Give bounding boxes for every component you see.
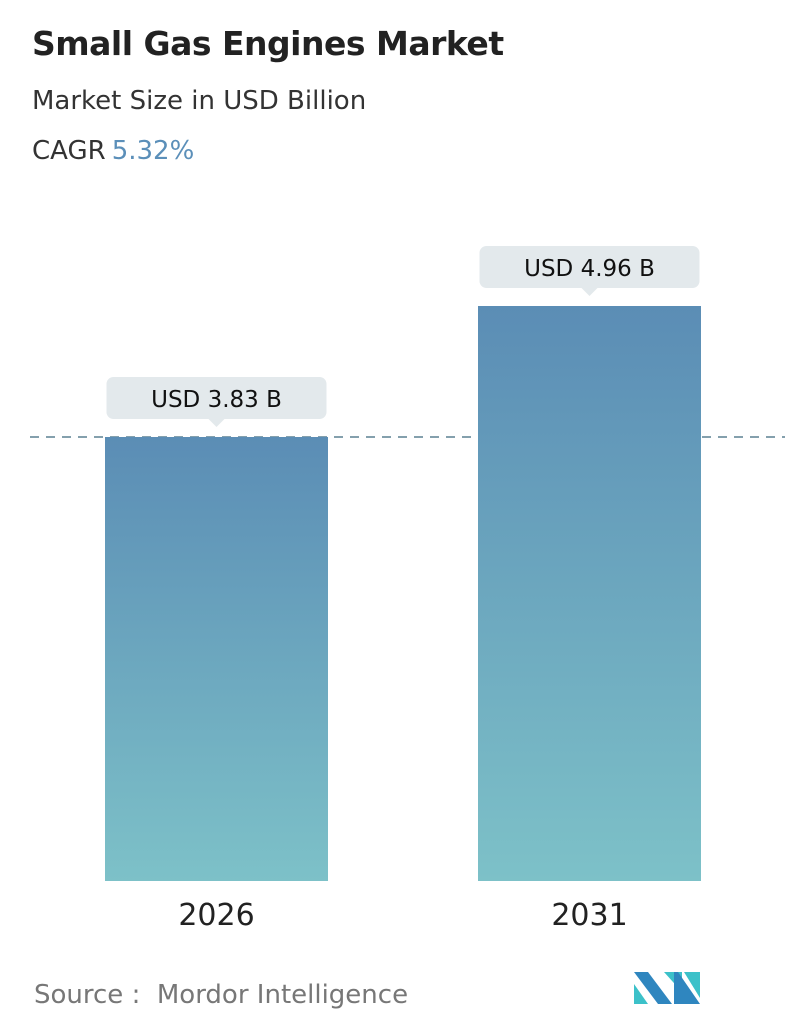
data-label-bg (479, 246, 700, 289)
x-tick-label: 2026 (178, 898, 254, 933)
data-label-bg (106, 377, 327, 419)
chart-subtitle: Market Size in USD Billion (32, 86, 367, 116)
bar-chart: USD 3.83 B 2026 USD 4.96 B 2031 (30, 246, 785, 933)
data-label-pointer (208, 419, 225, 427)
data-label-pointer (581, 288, 598, 297)
source-value: Mordor Intelligence (156, 980, 409, 1010)
cagr: CAGR 5.32% (32, 136, 194, 166)
source: Source : Mordor Intelligence (34, 980, 408, 1010)
cagr-value: 5.32% (111, 136, 195, 166)
chart-title: Small Gas Engines Market (32, 24, 504, 63)
x-tick-label: 2031 (551, 898, 627, 933)
data-label: USD 3.83 B (151, 387, 282, 413)
data-label: USD 4.96 B (524, 256, 655, 282)
cagr-label: CAGR (32, 136, 106, 166)
source-label: Source : (34, 980, 141, 1010)
bar-2031 (478, 306, 701, 881)
bar-2026 (105, 437, 328, 881)
mordor-intelligence-logo (634, 972, 700, 1004)
